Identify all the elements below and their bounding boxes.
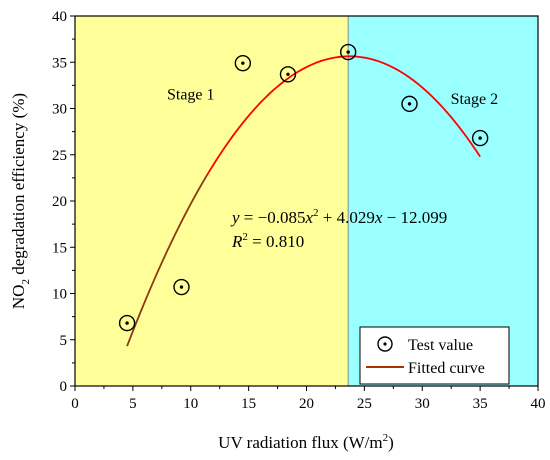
test-points-layer xyxy=(118,43,489,332)
y-tick-label-25: 25 xyxy=(52,148,67,164)
region-stage-1 xyxy=(75,16,349,386)
x-tick-label-5: 5 xyxy=(129,396,137,412)
x-tick-label-25: 25 xyxy=(357,396,372,412)
region-stage-2 xyxy=(348,16,538,386)
test-point xyxy=(339,43,357,61)
x-axis-label-sup: 2 xyxy=(383,432,389,444)
test-point-ring xyxy=(173,278,190,296)
y-tick-label-10: 10 xyxy=(52,287,67,303)
test-point xyxy=(279,66,297,83)
r-sup: 2 xyxy=(242,231,248,243)
test-point xyxy=(234,54,252,72)
axis-ticks: 0 5 10 15 20 25 30 35 40 0 5 10 15 20 25 30 35 40 xyxy=(52,9,546,412)
y-tick-label-0: 0 xyxy=(60,379,68,395)
x-tick-label-10: 10 xyxy=(183,396,198,412)
legend-label-test: Test value xyxy=(408,337,473,354)
test-point-dot xyxy=(407,102,412,106)
legend: Test value Fitted curve xyxy=(359,326,510,385)
eq-y: y xyxy=(230,208,240,227)
test-point xyxy=(401,95,418,113)
eq-x1: x xyxy=(304,208,313,227)
test-point-dot xyxy=(125,321,129,325)
x-axis-label: UV radiation flux (W/m2) xyxy=(218,432,394,452)
test-point-ring xyxy=(401,95,418,113)
r-label: R xyxy=(231,232,243,251)
x-tick-label-0: 0 xyxy=(71,396,79,412)
eq-sup: 2 xyxy=(313,207,319,219)
y-tick-label-30: 30 xyxy=(52,102,67,118)
fitted-curve-layer xyxy=(126,55,481,347)
stage-2-label: Stage 2 xyxy=(451,91,499,108)
x-axis-label-end: ) xyxy=(388,433,394,452)
y-axis-label-sub: 2 xyxy=(20,279,32,285)
test-point-ring xyxy=(339,43,357,61)
y-tick-label-15: 15 xyxy=(52,240,67,256)
fitted-curve-start xyxy=(126,175,208,347)
y-tick-label-5: 5 xyxy=(60,333,68,349)
eq-part3: − 12.099 xyxy=(382,208,447,227)
x-tick-label-30: 30 xyxy=(415,396,430,412)
y-axis-label: NO2 degradation efficiency (%) xyxy=(9,93,32,309)
test-point xyxy=(173,278,190,296)
x-tick-label-20: 20 xyxy=(299,396,314,412)
test-point-ring xyxy=(234,54,252,72)
fitted-curve xyxy=(205,55,481,177)
test-point-ring xyxy=(118,314,136,332)
legend-marker-dot xyxy=(383,342,387,346)
x-axis-label-main: UV radiation flux (W/m xyxy=(218,433,382,452)
test-point-ring xyxy=(279,66,297,83)
eq-x2: x xyxy=(374,208,383,227)
eq-part2: + 4.029 xyxy=(319,208,375,227)
test-point-dot xyxy=(346,50,350,54)
test-point-dot xyxy=(478,136,482,140)
eq-part1: = −0.085 xyxy=(240,208,306,227)
x-tick-label-40: 40 xyxy=(531,396,546,412)
legend-marker-test xyxy=(377,336,393,352)
y-axis-label-main: NO xyxy=(9,285,28,310)
r-value: = 0.810 xyxy=(248,232,304,251)
y-axis-label-end: degradation efficiency (%) xyxy=(9,93,28,279)
x-tick-label-15: 15 xyxy=(241,396,256,412)
x-tick-label-35: 35 xyxy=(473,396,488,412)
stage-regions xyxy=(75,16,538,386)
fit-equation: y = −0.085x2 + 4.029x − 12.099 xyxy=(230,207,447,227)
y-tick-label-40: 40 xyxy=(52,9,67,25)
y-tick-label-20: 20 xyxy=(52,194,67,210)
y-tick-label-35: 35 xyxy=(52,55,67,71)
test-point xyxy=(118,314,136,332)
r-squared: R2 = 0.810 xyxy=(231,231,304,251)
test-point xyxy=(471,129,489,147)
test-point-ring xyxy=(471,129,489,147)
legend-label-fitted: Fitted curve xyxy=(408,360,485,377)
test-point-dot xyxy=(179,285,184,289)
test-point-dot xyxy=(286,72,290,76)
stage-1-label: Stage 1 xyxy=(167,86,215,103)
test-point-dot xyxy=(241,61,245,65)
